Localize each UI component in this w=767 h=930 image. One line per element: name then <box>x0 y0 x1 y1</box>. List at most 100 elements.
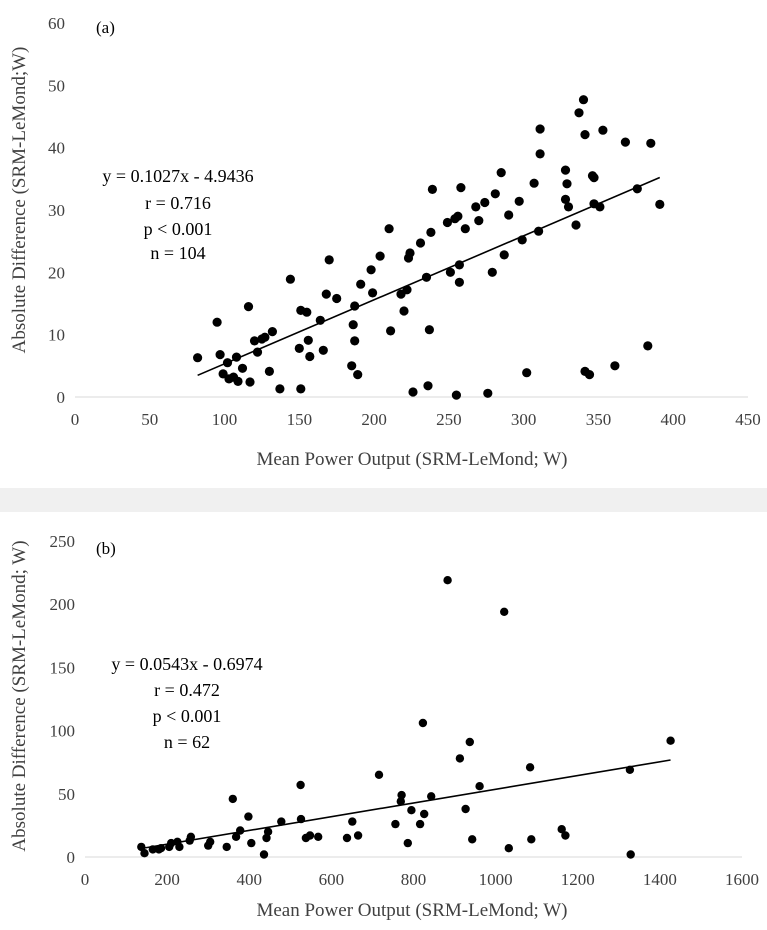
data-point <box>397 790 406 800</box>
data-point <box>423 381 433 391</box>
data-point <box>529 178 539 188</box>
data-point <box>504 210 514 220</box>
x-tick-label: 100 <box>212 410 238 429</box>
data-point <box>443 576 452 585</box>
data-point <box>318 345 328 355</box>
points-a <box>193 95 665 400</box>
data-point <box>186 832 196 841</box>
data-point <box>285 274 295 284</box>
x-tick-label: 450 <box>735 410 761 429</box>
data-point <box>193 353 203 363</box>
data-point <box>374 770 384 779</box>
data-point <box>445 267 455 277</box>
data-point <box>475 782 484 791</box>
data-point <box>247 838 256 848</box>
data-point <box>206 837 215 846</box>
data-point <box>571 220 581 230</box>
y-tick-label: 50 <box>58 785 75 804</box>
y-tick-label: 20 <box>48 263 65 282</box>
data-point <box>500 607 509 616</box>
y-tick-label: 100 <box>50 722 76 741</box>
data-point <box>353 370 363 380</box>
data-point <box>468 835 477 844</box>
data-point <box>522 368 532 378</box>
y-tick-label: 40 <box>48 139 65 158</box>
trendline <box>141 759 671 850</box>
data-point <box>560 165 571 175</box>
data-point <box>480 197 490 208</box>
data-point <box>296 780 305 790</box>
data-point <box>244 812 253 821</box>
data-point <box>563 202 574 212</box>
data-point <box>321 289 331 299</box>
data-point <box>626 850 635 859</box>
x-tick-label: 0 <box>81 870 90 889</box>
x-tick-label: 350 <box>586 410 612 429</box>
data-point <box>324 255 334 265</box>
data-point <box>260 332 270 342</box>
x-axis-title-a: Mean Power Output (SRM-LeMond; W) <box>256 449 567 470</box>
x-tick-label: 1000 <box>479 870 513 889</box>
data-point <box>347 361 357 371</box>
p-value-a: p < 0.001 <box>144 219 213 239</box>
x-tick-label: 200 <box>361 410 387 429</box>
x-tick-label: 300 <box>511 410 537 429</box>
data-point <box>483 388 493 398</box>
data-point <box>375 251 385 261</box>
data-point <box>584 370 595 380</box>
data-point <box>264 366 274 376</box>
y-tick-label: 150 <box>50 658 76 677</box>
x-tick-label: 200 <box>154 870 180 889</box>
p-value-b: p < 0.001 <box>153 706 222 726</box>
data-point <box>262 833 271 843</box>
data-point <box>356 279 366 289</box>
data-point <box>451 390 461 400</box>
data-point <box>620 137 631 147</box>
data-point <box>560 194 571 204</box>
data-point <box>442 217 452 228</box>
data-point <box>342 833 352 843</box>
data-point <box>140 849 149 858</box>
data-point <box>175 842 184 852</box>
correlation-r-b: r = 0.472 <box>154 680 220 700</box>
data-point <box>137 842 146 852</box>
data-point <box>415 819 425 829</box>
data-point <box>263 827 273 836</box>
data-point <box>407 806 416 815</box>
x-tick-label: 800 <box>401 870 427 889</box>
data-point <box>420 809 429 819</box>
data-point <box>408 387 418 397</box>
data-point <box>598 125 608 135</box>
trendline <box>197 176 661 377</box>
y-axis-title-b: Absolute Difference (SRM-LeMond; W) <box>9 540 30 851</box>
data-point <box>237 363 248 373</box>
trendline-a <box>197 176 661 377</box>
x-tick-label: 0 <box>71 410 80 429</box>
data-point <box>535 124 545 134</box>
data-point <box>396 797 405 806</box>
chart-panel-a: 0 50 100 150 200 250 300 350 400 450 0 10 20 30 40 50 60… <box>9 14 761 470</box>
data-point <box>527 835 536 844</box>
data-point <box>399 306 409 316</box>
data-point <box>243 302 254 312</box>
data-point <box>212 317 222 327</box>
data-point <box>296 384 306 394</box>
x-tick-label: 400 <box>660 410 686 429</box>
data-point <box>353 831 363 840</box>
sample-size-b: n = 62 <box>164 732 210 752</box>
data-point <box>525 763 535 772</box>
data-point <box>578 95 589 105</box>
data-point <box>455 754 465 763</box>
data-point <box>228 794 237 804</box>
data-point <box>471 202 481 212</box>
data-point <box>557 825 566 834</box>
y-tick-label: 200 <box>50 595 76 614</box>
x-tick-label: 150 <box>287 410 313 429</box>
data-point <box>302 307 312 317</box>
data-point <box>643 341 653 351</box>
data-point <box>427 792 436 801</box>
data-point <box>474 216 484 226</box>
data-point <box>384 224 394 234</box>
data-point <box>610 361 620 371</box>
data-point <box>418 718 428 728</box>
